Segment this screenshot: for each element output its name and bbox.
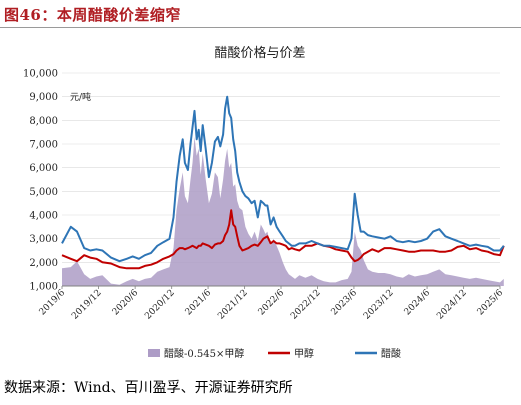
chart: 醋酸价格与价差 1,000 2,000 3,000 4,000 5,000 6,000 7,… [23, 45, 506, 360]
title-divider [0, 27, 521, 28]
y-tick-label: 4,000 [29, 211, 58, 222]
y-tick-label: 6,000 [29, 163, 58, 174]
series-line-methanol [61, 209, 505, 270]
y-tick-label: 7,000 [29, 140, 58, 151]
legend-label: 醋酸-0.545×甲醇 [164, 347, 244, 360]
y-tick-label: 10,000 [23, 69, 58, 80]
x-tick-label: 2023/12 [362, 288, 396, 322]
x-tick-label: 2024/12 [435, 288, 469, 322]
legend-label: 醋酸 [381, 347, 401, 360]
x-tick-label: 2025/6 [476, 288, 506, 318]
legend: 醋酸-0.545×甲醇 甲醇 醋酸 [148, 347, 401, 360]
x-axis: 2019/6 2019/12 2020/6 2020/12 2021/6 2021/12 2… [38, 286, 506, 322]
figure-title: 图46：本周醋酸价差缩窄 [4, 6, 181, 24]
x-tick-label: 2020/6 [111, 288, 141, 318]
x-tick-label: 2022/12 [289, 288, 323, 322]
legend-label: 甲醇 [294, 347, 314, 360]
y-tick-label: 5,000 [29, 187, 58, 198]
plot-area [61, 95, 505, 286]
y-axis-label: 元/吨 [70, 91, 91, 103]
x-tick-label: 2021/6 [184, 288, 214, 318]
source-note: 数据来源：Wind、百川盈孚、开源证券研究所 [4, 380, 293, 396]
x-tick-label: 2019/12 [70, 288, 104, 322]
chart-title: 醋酸价格与价差 [214, 45, 305, 61]
y-tick-label: 8,000 [29, 116, 58, 127]
legend-swatch [148, 349, 160, 357]
y-tick-label: 1,000 [29, 282, 58, 293]
x-tick-label: 2023/6 [330, 288, 360, 318]
y-tick-label: 2,000 [29, 258, 58, 269]
series-line-acetic-acid [61, 95, 505, 263]
x-tick-label: 2021/12 [216, 288, 250, 322]
x-tick-label: 2020/12 [143, 288, 177, 322]
x-tick-label: 2024/6 [403, 288, 433, 318]
x-tick-label: 2022/6 [257, 288, 287, 318]
y-gridlines [62, 72, 500, 263]
series-area-spread [62, 136, 504, 286]
y-axis: 1,000 2,000 3,000 4,000 5,000 6,000 7,000 8,000… [23, 69, 58, 293]
y-tick-label: 9,000 [29, 92, 58, 103]
y-tick-label: 3,000 [29, 234, 58, 245]
